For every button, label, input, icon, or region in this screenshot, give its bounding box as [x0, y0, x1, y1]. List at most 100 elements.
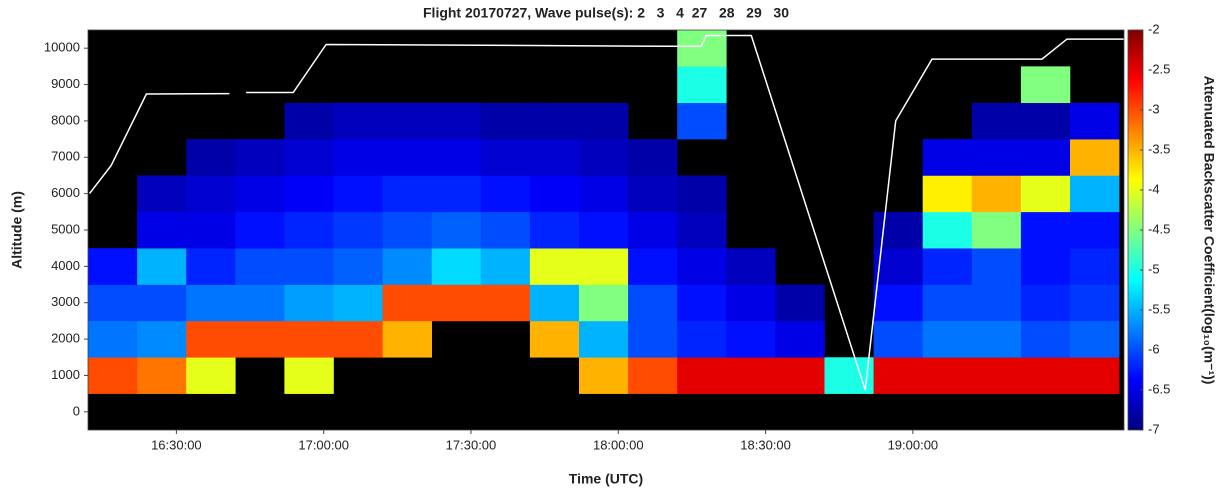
heatmap-cell — [1020, 175, 1071, 213]
heatmap-cell — [922, 211, 973, 249]
heatmap-cell — [382, 284, 432, 322]
heatmap-cell — [628, 139, 678, 176]
heatmap-cell — [1069, 248, 1120, 285]
heatmap-cell — [1069, 211, 1120, 249]
heatmap-cell — [1069, 284, 1120, 322]
heatmap-cell — [578, 248, 629, 285]
heatmap-cell — [333, 211, 383, 249]
heatmap-cell — [137, 175, 187, 213]
heatmap-cell — [480, 102, 531, 140]
heatmap-cell — [382, 248, 432, 285]
y-tick-label: 9000 — [51, 76, 80, 91]
chart-title: Flight 20170727, Wave pulse(s): 2 3 4 27… — [423, 5, 789, 21]
heatmap-cell — [431, 248, 482, 285]
heatmap-cell — [284, 175, 334, 213]
colorbar-tick-label: -2.5 — [1148, 61, 1170, 76]
colorbar-tick-label: -4.5 — [1148, 221, 1170, 236]
heatmap-cell — [333, 139, 383, 176]
colorbar-tick-label: -2 — [1148, 21, 1160, 36]
heatmap-cell — [726, 248, 776, 285]
heatmap-cell — [971, 248, 1022, 285]
heatmap-cell — [971, 284, 1022, 322]
y-tick-label: 6000 — [51, 185, 80, 200]
heatmap-cell — [529, 139, 580, 176]
heatmap-cell — [88, 284, 138, 322]
x-tick-label: 17:00:00 — [298, 437, 349, 452]
heatmap-cell — [873, 357, 923, 394]
heatmap-cell — [382, 139, 432, 176]
heatmap-cell — [1020, 357, 1071, 394]
y-tick-label: 7000 — [51, 149, 80, 164]
heatmap-cell — [677, 102, 727, 140]
heatmap-cell — [1020, 211, 1071, 249]
heatmap-cell — [529, 102, 580, 140]
heatmap-cell — [628, 320, 678, 358]
heatmap-cell — [922, 248, 973, 285]
heatmap-cell — [677, 211, 727, 249]
colorbar-tick-label: -6 — [1148, 341, 1160, 356]
heatmap-cell — [186, 211, 236, 249]
colorbar-tick-label: -4 — [1148, 181, 1160, 196]
x-axis-label: Time (UTC) — [569, 471, 643, 487]
flight-altitude-line — [88, 92, 230, 195]
heatmap-cell — [677, 175, 727, 213]
heatmap-cell — [186, 357, 236, 394]
heatmap-cell — [922, 320, 973, 358]
heatmap-cell — [677, 66, 727, 104]
heatmap-cell — [873, 248, 923, 285]
x-tick-label: 16:30:00 — [151, 437, 202, 452]
heatmap-cell — [922, 357, 973, 394]
heatmap-cell — [971, 102, 1022, 140]
heatmap-cell — [480, 284, 531, 322]
heatmap-cell — [922, 139, 973, 176]
colorbar-tick-label: -3 — [1148, 101, 1160, 116]
heatmap-cell — [1020, 139, 1071, 176]
y-tick-label: 10000 — [44, 40, 80, 55]
heatmap-cell — [333, 248, 383, 285]
heatmap-cell — [1020, 66, 1071, 104]
heatmap-cell — [480, 248, 531, 285]
heatmap-cell — [578, 175, 629, 213]
heatmap-cell — [235, 320, 285, 358]
y-tick-label: 4000 — [51, 258, 80, 273]
heatmap-cell — [480, 211, 531, 249]
heatmap-cell — [284, 248, 334, 285]
heatmap-cell — [284, 357, 334, 394]
colorbar-label: Attenuated Backscatter Coefficient(log₁₀… — [1201, 76, 1217, 385]
heatmap-cell — [726, 320, 776, 358]
heatmap-cell — [284, 320, 334, 358]
heatmap-cell — [235, 284, 285, 322]
heatmap-cell — [971, 357, 1022, 394]
heatmap-cell — [284, 139, 334, 176]
heatmap-cell — [333, 175, 383, 213]
heatmap-cell — [1020, 248, 1071, 285]
heatmap-cell — [88, 357, 138, 394]
heatmap-cell — [186, 175, 236, 213]
colorbar-tick-label: -7 — [1148, 421, 1160, 436]
x-tick-label: 17:30:00 — [446, 437, 497, 452]
y-tick-label: 0 — [73, 403, 80, 418]
y-tick-label: 1000 — [51, 367, 80, 382]
heatmap-cell — [1069, 102, 1120, 140]
heatmap-cell — [775, 284, 825, 322]
heatmap-cell — [971, 211, 1022, 249]
heatmap-cell — [431, 102, 482, 140]
heatmap-cell — [333, 284, 383, 322]
heatmap-cell — [677, 248, 727, 285]
heatmap-cell — [529, 320, 580, 358]
heatmap-cell — [775, 320, 825, 358]
heatmap-cell — [578, 211, 629, 249]
heatmap-cell — [726, 357, 776, 394]
heatmap-cell — [137, 248, 187, 285]
heatmap-cell — [1069, 175, 1120, 213]
heatmap-cell — [1069, 139, 1120, 176]
heatmap-cell — [873, 320, 923, 358]
heatmap-cell — [1069, 357, 1120, 394]
heatmap-cell — [628, 357, 678, 394]
heatmap-cell — [88, 248, 138, 285]
colorbar-tick-label: -5.5 — [1148, 301, 1170, 316]
heatmap-cell — [235, 211, 285, 249]
heatmap-cell — [578, 357, 629, 394]
